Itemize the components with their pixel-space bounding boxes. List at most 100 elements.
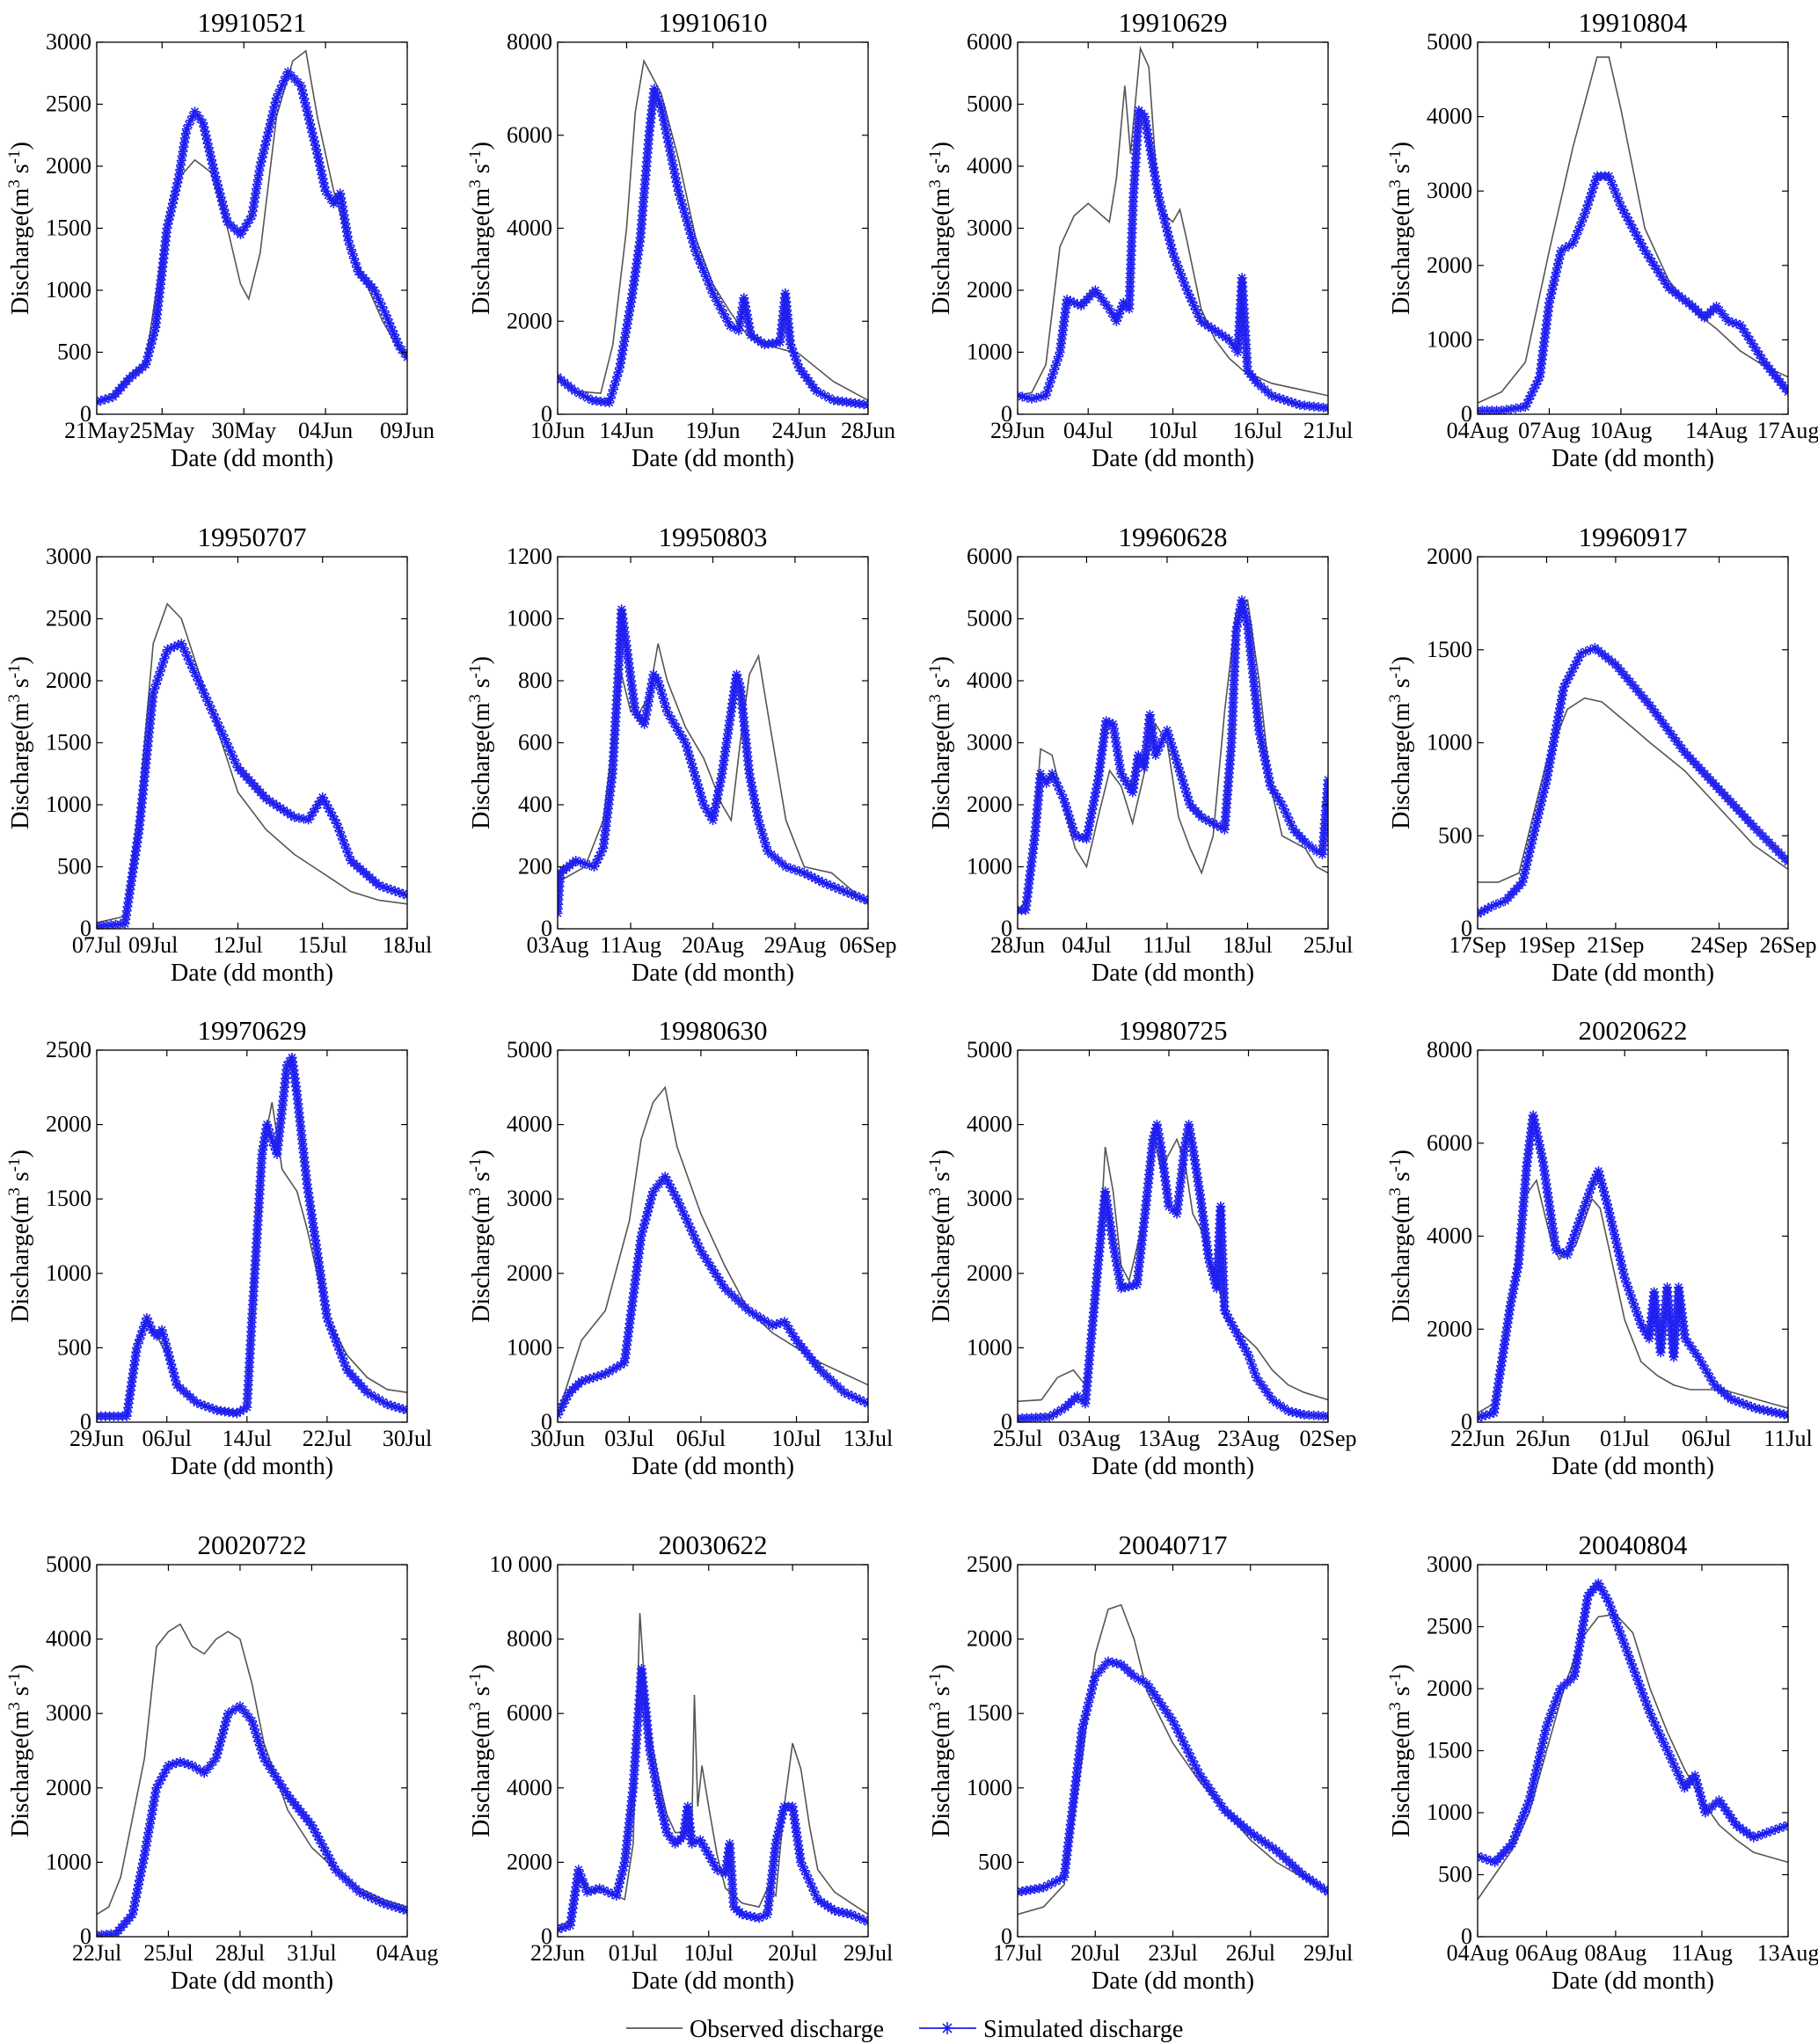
- simulated-marker: [573, 1865, 584, 1875]
- label-part: s: [7, 1172, 34, 1187]
- simulated-marker: [1544, 762, 1554, 772]
- simulated-marker: [1165, 239, 1176, 250]
- simulated-marker: [300, 98, 310, 108]
- simulated-marker: [215, 192, 226, 202]
- y-tick-label: 8000: [507, 29, 552, 55]
- simulated-marker: [1107, 1657, 1118, 1668]
- simulated-marker: [1238, 603, 1249, 614]
- simulated-marker: [1617, 1259, 1627, 1270]
- simulated-marker: [189, 106, 200, 117]
- simulated-marker: [1575, 1632, 1586, 1643]
- simulated-marker: [1181, 787, 1192, 798]
- x-tick-label: 18Jul: [1223, 932, 1272, 958]
- simulated-marker: [1112, 1658, 1122, 1668]
- superscript: -1: [5, 150, 24, 164]
- simulated-marker: [1507, 1292, 1517, 1303]
- simulated-marker: [275, 803, 286, 814]
- simulated-marker: [1576, 1629, 1587, 1639]
- y-tick-label: 2000: [967, 1626, 1012, 1652]
- simulated-marker: [574, 388, 585, 398]
- y-tick-label: 1000: [1427, 1799, 1472, 1825]
- simulated-marker: [807, 872, 817, 882]
- simulated-marker: [1267, 1843, 1278, 1853]
- simulated-marker: [790, 351, 800, 361]
- simulated-marker: [1545, 754, 1556, 764]
- simulated-marker: [708, 1857, 718, 1867]
- simulated-marker: [147, 334, 157, 345]
- x-tick-label: 13Aug: [1757, 1940, 1818, 1966]
- simulated-marker: [1754, 1404, 1764, 1414]
- simulated-marker: [1084, 1693, 1095, 1704]
- simulated-marker: [1585, 645, 1595, 655]
- y-tick-label: 0: [80, 1924, 91, 1949]
- simulated-marker: [361, 1387, 372, 1398]
- x-tick-label: 19Jun: [685, 418, 740, 443]
- simulated-marker: [220, 1720, 230, 1731]
- simulated-marker: [1522, 398, 1532, 408]
- simulated-marker: [801, 1870, 812, 1880]
- y-tick-label: 0: [541, 916, 552, 941]
- simulated-marker: [1160, 218, 1171, 229]
- simulated-marker: [851, 1911, 861, 1922]
- simulated-marker: [161, 1764, 172, 1775]
- simulated-marker: [1026, 393, 1037, 404]
- simulated-marker: [332, 192, 343, 202]
- simulated-marker: [289, 812, 300, 822]
- x-tick-label: 18Jul: [383, 932, 432, 958]
- simulated-marker: [1204, 816, 1215, 827]
- simulated-marker: [653, 1790, 663, 1800]
- simulated-marker: [1517, 877, 1528, 887]
- simulated-marker: [1738, 1398, 1749, 1409]
- x-tick-label: 06Jul: [676, 1426, 726, 1451]
- simulated-marker: [257, 152, 267, 163]
- simulated-marker: [1627, 1294, 1638, 1304]
- simulated-marker: [1481, 1854, 1492, 1865]
- simulated-marker: [218, 1725, 229, 1735]
- simulated-marker: [1605, 1601, 1616, 1611]
- simulated-marker: [1624, 1286, 1634, 1296]
- simulated-marker: [686, 1226, 697, 1237]
- simulated-marker: [1185, 1128, 1195, 1139]
- simulated-marker: [1123, 779, 1134, 790]
- simulated-marker: [1668, 1758, 1678, 1769]
- simulated-marker: [734, 321, 745, 332]
- simulated-marker: [743, 318, 754, 328]
- simulated-marker: [708, 288, 718, 299]
- simulated-marker: [1765, 1826, 1776, 1836]
- simulated-marker: [1185, 1124, 1195, 1135]
- superscript: -1: [466, 1157, 485, 1172]
- simulated-marker: [1245, 1828, 1256, 1838]
- simulated-marker: [1533, 1756, 1544, 1766]
- y-axis-title: Discharge(m3 s-1): [926, 142, 956, 315]
- y-tick-label: 2000: [46, 153, 91, 179]
- simulated-marker: [714, 300, 725, 310]
- simulated-marker: [1150, 750, 1161, 761]
- simulated-marker: [1267, 1395, 1278, 1405]
- simulated-marker: [1042, 386, 1053, 397]
- simulated-marker: [262, 131, 273, 142]
- simulated-marker: [1275, 1400, 1286, 1411]
- simulated-marker: [662, 706, 673, 717]
- simulated-marker: [650, 1772, 661, 1783]
- simulated-marker: [1688, 1345, 1698, 1355]
- y-tick-label: 500: [978, 1849, 1012, 1874]
- simulated-marker: [146, 339, 157, 349]
- label-part: Discharge(m: [1388, 188, 1415, 315]
- simulated-marker: [647, 674, 658, 684]
- simulated-marker: [1192, 1763, 1202, 1774]
- y-tick-label: 3000: [46, 29, 91, 55]
- simulated-marker: [1634, 1315, 1645, 1325]
- plot-frame: [1017, 1049, 1329, 1423]
- simulated-marker: [1698, 1799, 1708, 1810]
- simulated-marker: [1616, 1630, 1626, 1640]
- simulated-marker: [1537, 1738, 1548, 1748]
- simulated-marker: [1047, 769, 1057, 779]
- simulated-discharge-line: [558, 88, 868, 406]
- simulated-marker: [829, 882, 840, 893]
- simulated-marker: [1558, 686, 1568, 697]
- x-tick-label: 04Aug: [1447, 1940, 1509, 1966]
- simulated-marker: [1565, 670, 1575, 681]
- simulated-marker: [1522, 860, 1532, 871]
